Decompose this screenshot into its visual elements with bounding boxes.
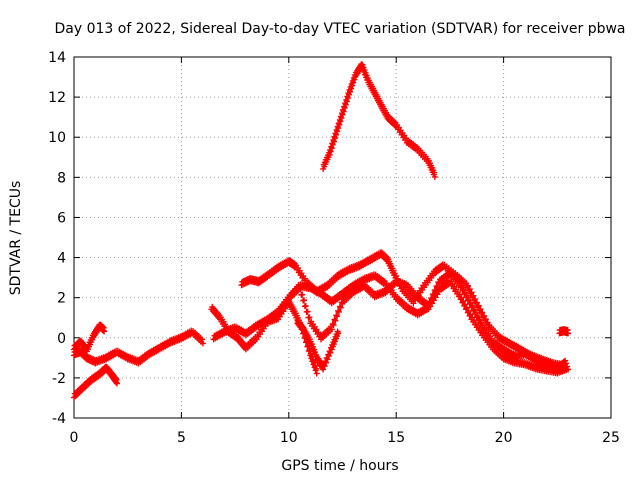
data-point: [465, 296, 472, 303]
data-point: [473, 299, 480, 306]
data-point: [470, 292, 477, 299]
data-point: [565, 366, 572, 373]
data-point: [471, 306, 478, 313]
data-point: [562, 357, 569, 364]
data-point: [335, 330, 342, 337]
data-point: [333, 312, 340, 319]
y-tick-label: -2: [52, 371, 66, 387]
data-point: [101, 328, 108, 335]
data-point: [306, 314, 313, 321]
data-point: [472, 296, 479, 303]
data-point: [324, 356, 331, 363]
data-point: [325, 353, 332, 360]
data-point: [323, 359, 330, 366]
data-point: [331, 316, 338, 323]
series-track-c: [71, 321, 108, 355]
data-point: [463, 292, 470, 299]
y-axis-label: SDTVAR / TECUs: [8, 181, 24, 296]
data-point: [336, 303, 343, 310]
data-point: [330, 322, 337, 329]
data-point: [328, 326, 335, 333]
data-point: [337, 304, 344, 311]
data-point: [466, 286, 473, 293]
data-point: [478, 319, 485, 326]
series-track-h: [294, 317, 342, 373]
chart-title: Day 013 of 2022, Sidereal Day-to-day VTE…: [54, 21, 625, 37]
data-point: [467, 299, 474, 306]
data-point: [304, 308, 311, 315]
data-point: [297, 285, 304, 292]
data-point: [475, 302, 482, 309]
y-tick-label: 12: [48, 90, 66, 106]
series-track-a: [71, 363, 120, 401]
data-point: [458, 282, 465, 289]
data-point: [332, 317, 339, 324]
data-point: [302, 302, 309, 309]
y-tick-label: 10: [48, 130, 66, 146]
data-point: [327, 349, 334, 356]
data-point: [481, 312, 488, 319]
data-point: [476, 316, 483, 323]
x-axis-label: GPS time / hours: [281, 458, 398, 474]
data-point: [482, 316, 489, 323]
data-point: [427, 300, 434, 307]
data-points: [71, 61, 572, 401]
data-point: [479, 309, 486, 316]
data-point: [464, 282, 471, 289]
data-point: [429, 296, 435, 303]
y-tick-label: -4: [52, 411, 66, 427]
data-point: [302, 339, 309, 346]
series-track-g: [275, 269, 569, 373]
y-tick-label: 4: [57, 251, 66, 267]
data-point: [199, 340, 206, 347]
data-point: [320, 366, 327, 373]
data-point: [299, 291, 306, 298]
series-track-j: [556, 326, 572, 337]
axis-ticks: 0 5 10 15 20 25 -4 -2 0 2 4 6 8 10 12 14: [48, 50, 620, 446]
data-point: [313, 370, 320, 377]
data-point: [335, 307, 342, 314]
data-point: [334, 313, 341, 320]
data-point: [562, 360, 569, 367]
y-tick-label: 8: [57, 170, 66, 186]
y-tick-label: 14: [48, 50, 66, 66]
data-point: [462, 289, 469, 296]
plot-frame: [73, 56, 612, 419]
data-point: [565, 330, 572, 337]
series-track-i: [320, 61, 438, 180]
data-point: [430, 292, 437, 299]
data-point: [329, 320, 336, 327]
series-track-d: [208, 298, 320, 377]
data-point: [460, 286, 467, 293]
y-tick-label: 2: [57, 291, 66, 307]
x-tick-label: 20: [495, 430, 513, 446]
data-point: [432, 288, 439, 295]
data-point: [335, 308, 342, 315]
data-point: [472, 309, 479, 316]
data-point: [431, 173, 438, 180]
data-point: [456, 291, 463, 298]
x-tick-label: 15: [387, 430, 405, 446]
data-point: [474, 312, 481, 319]
data-point: [434, 284, 441, 291]
data-point: [113, 380, 120, 387]
x-tick-label: 25: [602, 430, 620, 446]
data-point: [321, 363, 328, 370]
y-tick-label: 0: [57, 331, 66, 347]
series-track-b: [71, 327, 206, 367]
data-point: [469, 302, 476, 309]
data-point: [477, 306, 484, 313]
data-point: [425, 304, 432, 311]
data-point: [198, 336, 205, 343]
data-point: [468, 289, 475, 296]
x-tick-label: 5: [177, 430, 186, 446]
y-tick-label: 6: [57, 210, 66, 226]
x-tick-label: 10: [280, 430, 298, 446]
data-point: [301, 297, 308, 304]
x-tick-label: 0: [70, 430, 79, 446]
